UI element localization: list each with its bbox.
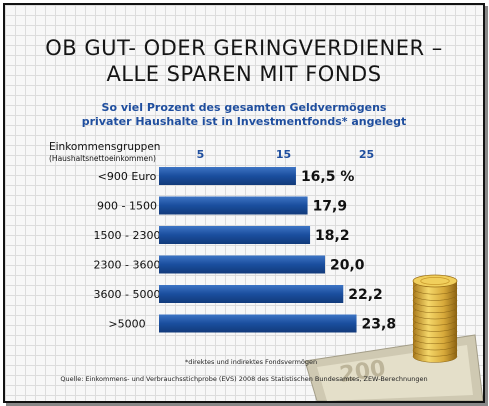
value-labels: 16,5 % 17,9 18,2 20,0 22,2 23,8 bbox=[301, 169, 396, 333]
category-axis-label: Einkommensgruppen bbox=[49, 141, 161, 153]
value-label-0: 16,5 % bbox=[301, 169, 354, 185]
coin-top-face bbox=[412, 274, 458, 288]
coins-and-banknote-illustration: 200 bbox=[304, 274, 483, 401]
x-tick-label-2: 25 bbox=[359, 148, 374, 161]
bar-1 bbox=[159, 196, 308, 215]
bar-0 bbox=[159, 167, 296, 185]
value-label-3: 20,0 bbox=[330, 258, 365, 274]
category-label-1: 900 - 1500 bbox=[97, 200, 157, 213]
category-axis-sublabel: (Haushaltsnettoeinkommen) bbox=[49, 154, 156, 163]
subtitle-line-2: privater Haushalte ist in Investmentfond… bbox=[81, 115, 407, 128]
category-label-5: >5000 bbox=[108, 318, 145, 331]
category-label-4: 3600 - 5000 bbox=[94, 288, 161, 301]
value-label-4: 22,2 bbox=[348, 287, 383, 303]
x-axis-ticks: 5 15 25 bbox=[197, 148, 374, 161]
category-labels: <900 Euro 900 - 1500 1500 - 2300 2300 - 360… bbox=[94, 170, 161, 331]
bar-2 bbox=[159, 226, 311, 244]
chart-title: OB GUT- ODER GERINGVERDIENER – ALLE SPAR… bbox=[5, 35, 483, 87]
coin-stack-illustration bbox=[412, 274, 458, 363]
bar-4 bbox=[159, 285, 344, 303]
source-note: Quelle: Einkommens- und Verbrauchsstichp… bbox=[60, 375, 428, 383]
x-tick-label-1: 15 bbox=[276, 148, 291, 161]
chart-subtitle: So viel Prozent des gesamten Geldvermöge… bbox=[5, 101, 483, 129]
title-line-2: ALLE SPAREN MIT FONDS bbox=[106, 62, 382, 86]
value-label-2: 18,2 bbox=[315, 228, 350, 244]
coin-top-ring bbox=[420, 276, 450, 285]
bar-chart: 5 15 25 <900 Euro 900 - 1500 1500 - 2300 2300… bbox=[94, 148, 396, 333]
value-label-5: 23,8 bbox=[362, 317, 397, 333]
footnote: *direktes und indirektes Fondsvermögen bbox=[185, 358, 318, 366]
bar-5 bbox=[159, 314, 357, 333]
category-label-3: 2300 - 3600 bbox=[94, 259, 161, 272]
title-line-1: OB GUT- ODER GERINGVERDIENER – bbox=[45, 36, 443, 60]
bar-3 bbox=[159, 255, 325, 274]
category-label-0: <900 Euro bbox=[98, 170, 157, 183]
infographic-frame: OB GUT- ODER GERINGVERDIENER – ALLE SPAR… bbox=[3, 3, 485, 403]
value-label-1: 17,9 bbox=[313, 199, 348, 215]
bars bbox=[159, 167, 357, 333]
x-tick-label-0: 5 bbox=[197, 148, 205, 161]
category-label-2: 1500 - 2300 bbox=[94, 229, 161, 242]
subtitle-line-1: So viel Prozent des gesamten Geldvermöge… bbox=[101, 101, 387, 114]
